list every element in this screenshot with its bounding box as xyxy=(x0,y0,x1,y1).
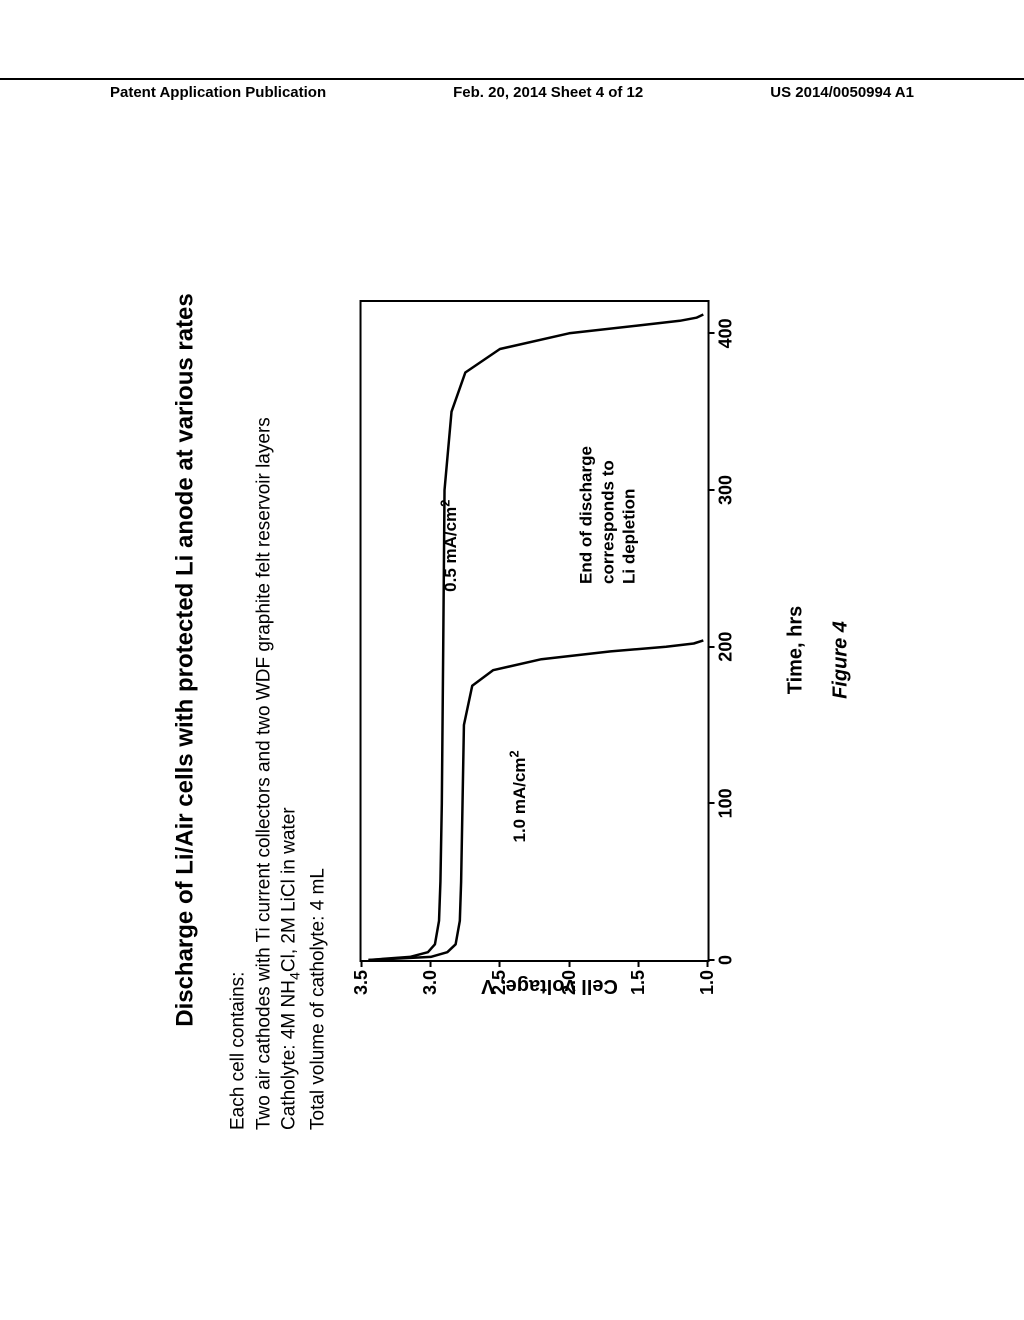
ytick-label: 3.0 xyxy=(420,970,441,995)
xtick xyxy=(707,646,714,648)
plot-area: 0.5 mA/cm2 1.0 mA/cm2 End of discharge c… xyxy=(359,300,709,962)
ytick xyxy=(568,960,570,967)
discharge-chart: Cell voltage, V Time, hrs 0.5 mA/cm2 1.0… xyxy=(349,290,749,1010)
ytick-label: 3.5 xyxy=(351,970,372,995)
desc-line-1: Each cell contains: xyxy=(226,170,252,1130)
figure-title: Discharge of Li/Air cells with protected… xyxy=(172,170,200,1150)
page-header: Patent Application Publication Feb. 20, … xyxy=(0,78,1024,101)
ytick xyxy=(706,960,708,967)
desc-line-3: Catholyte: 4M NH4Cl, 2M LiCl in water xyxy=(277,170,306,1130)
end-of-discharge-label: End of discharge corresponds to Li deple… xyxy=(576,446,640,584)
ytick xyxy=(499,960,501,967)
figure-caption: Figure 4 xyxy=(829,170,852,1150)
chart-curves-svg xyxy=(361,302,707,960)
ytick-label: 1.5 xyxy=(628,970,649,995)
cell-description: Each cell contains: Two air cathodes wit… xyxy=(226,170,332,1130)
xtick xyxy=(707,802,714,804)
curve-label-05: 0.5 mA/cm2 xyxy=(438,500,462,592)
desc-line-2: Two air cathodes with Ti current collect… xyxy=(251,170,277,1130)
ytick xyxy=(360,960,362,967)
xtick xyxy=(707,959,714,961)
xtick-label: 200 xyxy=(715,632,736,662)
xtick-label: 100 xyxy=(715,788,736,818)
ytick xyxy=(430,960,432,967)
header-right: US 2014/0050994 A1 xyxy=(770,84,914,101)
rotated-figure-content: Discharge of Li/Air cells with protected… xyxy=(172,170,853,1150)
header-left: Patent Application Publication xyxy=(110,84,326,101)
ytick-label: 2.0 xyxy=(559,970,580,995)
x-axis-label: Time, hrs xyxy=(784,606,807,695)
curve-label-10: 1.0 mA/cm2 xyxy=(507,750,531,842)
discharge-curve xyxy=(368,315,703,961)
desc-line-4: Total volume of catholyte: 4 mL xyxy=(306,170,332,1130)
discharge-curve xyxy=(368,640,703,960)
header-center: Feb. 20, 2014 Sheet 4 of 12 xyxy=(453,84,643,101)
ytick-label: 1.0 xyxy=(697,970,718,995)
xtick xyxy=(707,332,714,334)
ytick xyxy=(637,960,639,967)
xtick-label: 300 xyxy=(715,475,736,505)
xtick xyxy=(707,489,714,491)
xtick-label: 0 xyxy=(715,955,736,965)
xtick-label: 400 xyxy=(715,318,736,348)
ytick-label: 2.5 xyxy=(489,970,510,995)
